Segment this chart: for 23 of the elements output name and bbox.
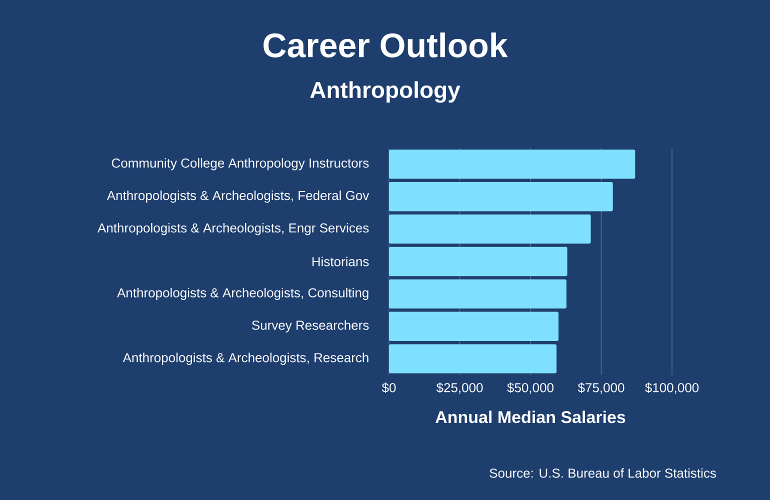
y-tick-label: Community College Anthropology Instructors xyxy=(112,158,369,170)
bar xyxy=(389,150,636,179)
y-tick-label: Survey Researchers xyxy=(252,320,369,332)
y-tick-label: Anthropologists & Archeologists, Engr Services xyxy=(98,223,369,236)
y-tick-label: Anthropologists & Archeologists, Research xyxy=(122,352,368,365)
y-tick-label: Anthropologists & Archeologists, Federal Gov xyxy=(106,190,370,203)
bar xyxy=(389,182,613,212)
bar xyxy=(389,312,559,341)
y-tick-label: Historians xyxy=(312,256,369,266)
source-note: Source: U.S. Bureau of Labor Statistics xyxy=(490,468,716,478)
x-tick-label: $75,000 xyxy=(578,382,624,394)
x-tick-label: $100,000 xyxy=(645,382,699,394)
x-tick-label: $25,000 xyxy=(436,382,483,394)
x-axis-title: Annual Median Salaries xyxy=(436,410,626,424)
x-tick-label: $50,000 xyxy=(507,382,554,394)
y-tick-label: Anthropologists & Archeologists, Consulting xyxy=(117,288,368,300)
chart-subtitle: Anthropology xyxy=(310,81,460,103)
x-tick-label: $0 xyxy=(382,382,396,394)
bar xyxy=(389,344,557,374)
bar xyxy=(389,246,568,276)
bar xyxy=(389,214,591,244)
bar xyxy=(389,279,566,309)
chart-title: Career Outlook xyxy=(264,32,508,58)
